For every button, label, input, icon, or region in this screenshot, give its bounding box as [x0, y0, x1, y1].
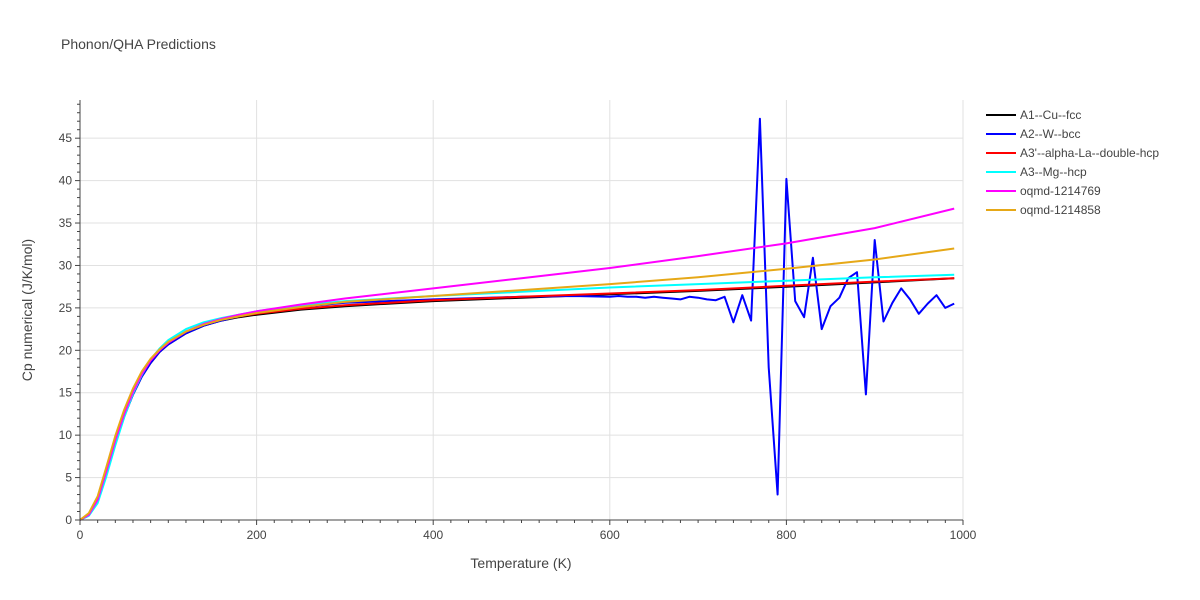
series-layer — [79, 117, 955, 521]
y-tick-label: 5 — [65, 471, 72, 485]
legend-label: A3'--alpha-La--double-hcp — [1020, 146, 1159, 160]
series-line-2[interactable] — [79, 277, 955, 521]
series-line-3[interactable] — [79, 273, 955, 521]
y-tick-label: 25 — [59, 301, 73, 315]
legend: A1--Cu--fcc A2--W--bcc A3'--alpha-La--doub… — [986, 108, 1159, 217]
grid — [80, 100, 964, 520]
series-line-0[interactable] — [79, 277, 955, 521]
series-line-1[interactable] — [79, 117, 955, 521]
x-axis-title: Temperature (K) — [470, 555, 571, 571]
chart-title: Phonon/QHA Predictions — [61, 36, 216, 52]
legend-item-4[interactable]: oqmd-1214769 — [986, 184, 1101, 198]
legend-label: oqmd-1214769 — [1020, 184, 1101, 198]
x-tick-label: 800 — [776, 528, 796, 542]
legend-label: oqmd-1214858 — [1020, 203, 1101, 217]
x-tick-label: 400 — [423, 528, 443, 542]
series-line-4[interactable] — [79, 207, 955, 521]
y-axis-title: Cp numerical (J/K/mol) — [19, 239, 35, 381]
legend-item-0[interactable]: A1--Cu--fcc — [986, 108, 1081, 122]
x-tick-label: 600 — [600, 528, 620, 542]
legend-item-2[interactable]: A3'--alpha-La--double-hcp — [986, 146, 1159, 160]
legend-item-3[interactable]: A3--Mg--hcp — [986, 165, 1087, 179]
x-tick-label: 200 — [247, 528, 267, 542]
legend-item-5[interactable]: oqmd-1214858 — [986, 203, 1101, 217]
y-tick-label: 20 — [59, 343, 73, 357]
y-tick-label: 0 — [65, 513, 72, 527]
legend-label: A2--W--bcc — [1020, 127, 1080, 141]
series-line-5[interactable] — [79, 247, 955, 521]
y-tick-label: 35 — [59, 216, 73, 230]
y-tick-label: 10 — [59, 428, 73, 442]
axes: 0 200 400 600 800 1000 0 5 10 15 20 25 30 35 40 45 — [59, 100, 977, 542]
legend-item-1[interactable]: A2--W--bcc — [986, 127, 1080, 141]
y-tick-label: 45 — [59, 131, 73, 145]
legend-label: A3--Mg--hcp — [1020, 165, 1087, 179]
x-tick-label: 0 — [77, 528, 84, 542]
y-tick-label: 30 — [59, 258, 73, 272]
y-tick-label: 15 — [59, 386, 73, 400]
legend-label: A1--Cu--fcc — [1020, 108, 1081, 122]
x-tick-label: 1000 — [950, 528, 977, 542]
y-tick-label: 40 — [59, 174, 73, 188]
